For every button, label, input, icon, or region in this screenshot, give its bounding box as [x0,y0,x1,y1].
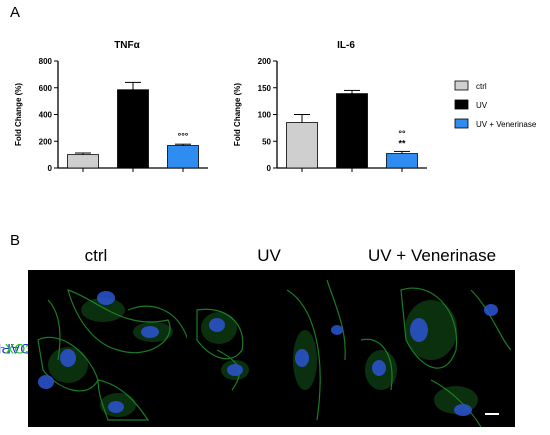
undefined-bar-0 [286,122,318,169]
undefined-y-tick-label: 200 [39,137,53,146]
micrograph-ctrl [28,270,192,427]
legend-swatch-1 [454,99,469,110]
micrograph-uv-venerinase [351,270,515,427]
legend-label-2: UV + Venerinase [476,120,537,129]
undefined-significance-2: °°° [178,131,189,141]
undefined-y-tick-label: 100 [258,111,272,120]
bar-charts: TNFα 0 200 400 600 800 Fold Change (%) °°° IL-6 0… [14,40,537,173]
legend-label-1: UV [476,101,488,110]
undefined-bar-0 [67,154,99,169]
undefined-y-label: Fold Change (%) [14,83,23,146]
undefined-y-label: Fold Change (%) [233,83,242,146]
undefined-y-tick-label: 400 [39,111,53,120]
micrograph-title-uv-venerinase: UV + Venerinase [367,246,497,265]
undefined-y-tick-label: 0 [267,164,272,173]
scale-bar [485,413,499,415]
undefined-bar-2 [167,145,199,169]
undefined-title: TNFα [114,40,140,51]
undefined-bar-2 [386,153,418,169]
undefined-significance-2: ** [398,138,406,148]
undefined-bar-1 [117,89,149,169]
panel-label-b: B [10,232,21,249]
legend-swatch-0 [454,80,469,91]
micrograph-title-uv: UV [257,246,281,265]
legend-label-0: ctrl [476,82,487,91]
undefined-title: IL-6 [337,40,355,51]
legend-swatch-2 [454,118,469,129]
undefined-y-tick-label: 0 [48,164,53,173]
panel-label-a: A [10,4,21,21]
undefined-significance-2: °° [398,128,406,138]
stain-label: DAPI COX-1 [0,270,35,427]
micrograph-title-ctrl: ctrl [84,246,108,265]
undefined-y-tick-label: 600 [39,84,53,93]
undefined-y-tick-label: 200 [258,57,272,66]
undefined-y-tick-label: 150 [258,84,272,93]
undefined-y-tick-label: 50 [262,137,271,146]
undefined-bar-1 [336,93,368,169]
micrograph-uv [187,270,351,427]
undefined-y-tick-label: 800 [39,57,53,66]
